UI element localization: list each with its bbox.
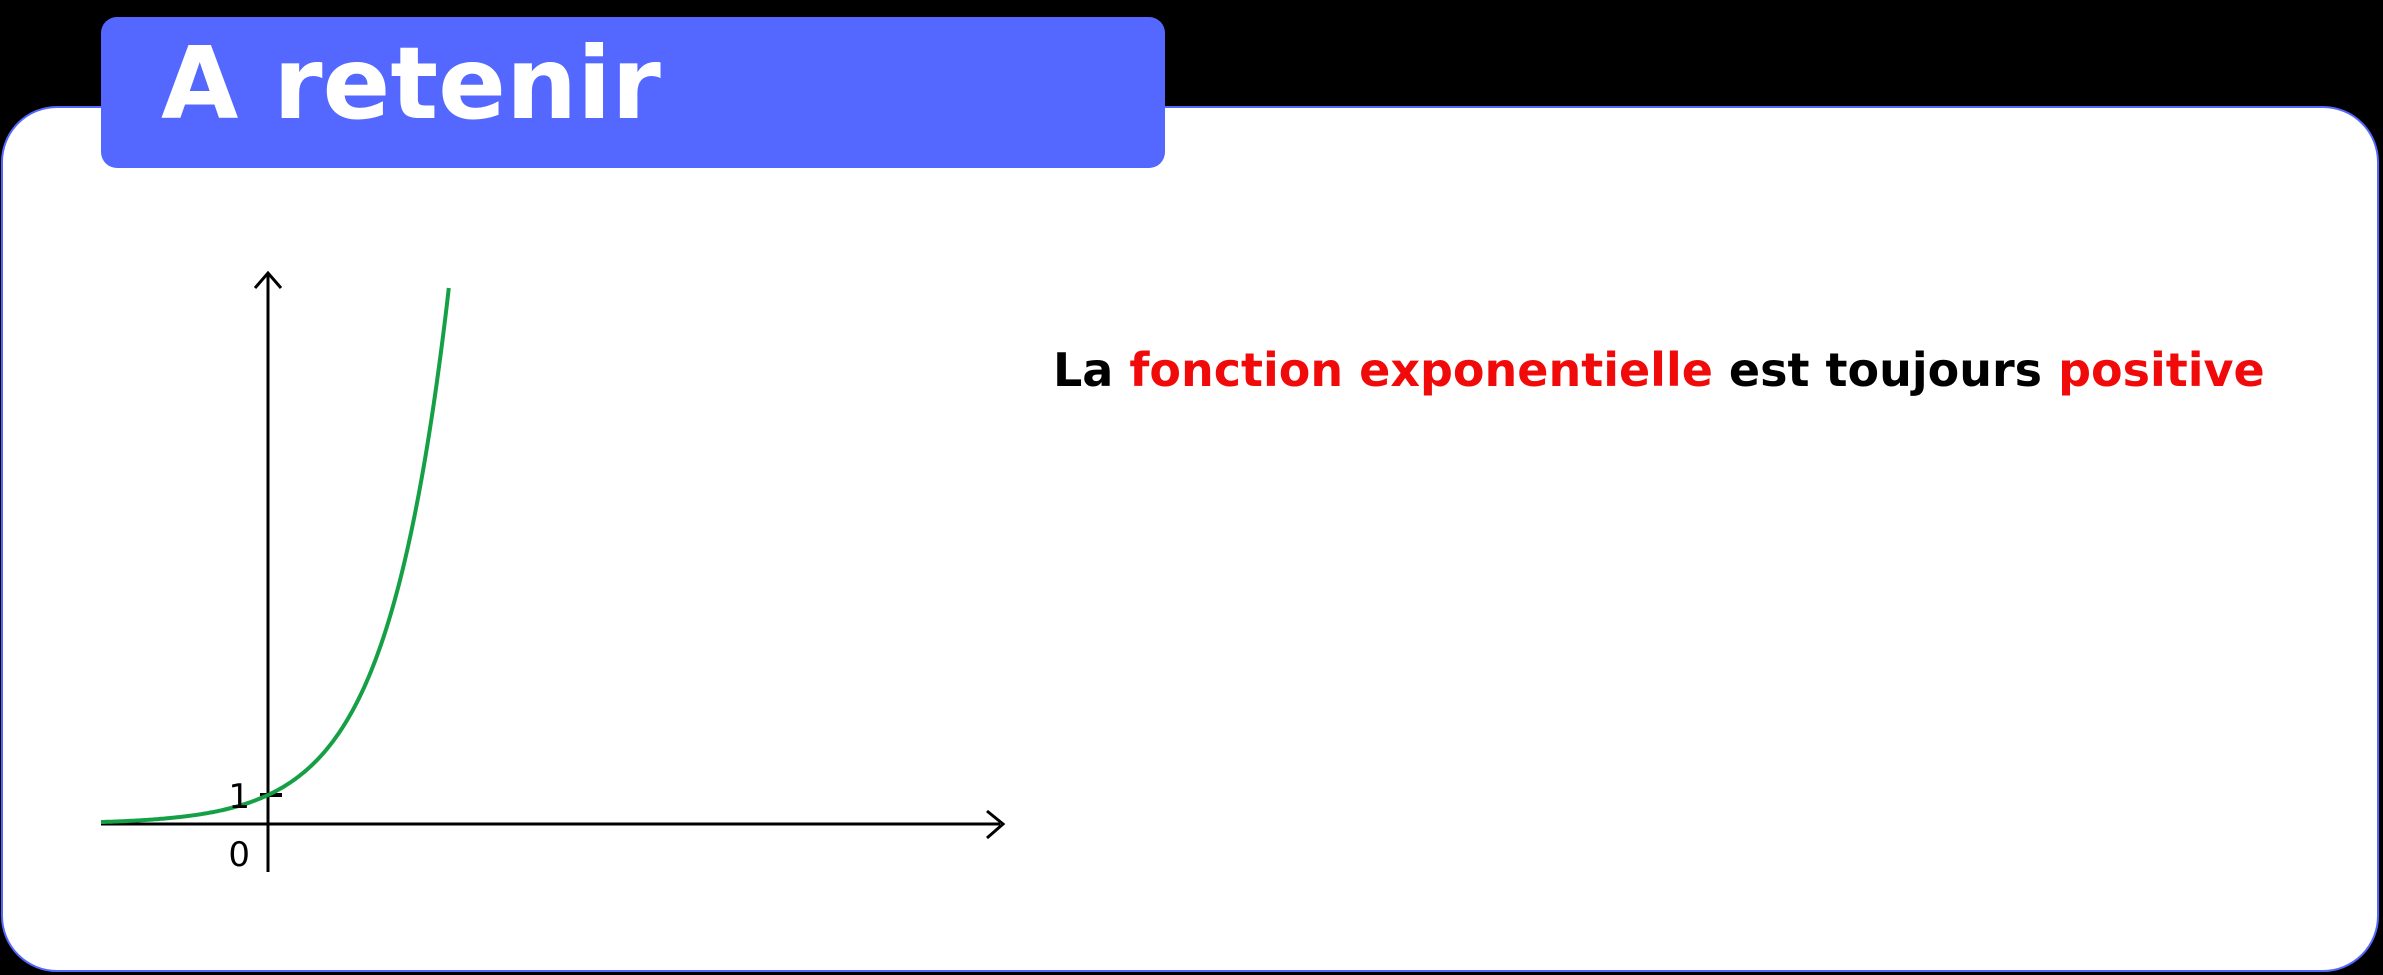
- statement-highlight-positive: positive: [2058, 343, 2265, 397]
- y-axis-arrow: [253, 270, 283, 289]
- x-axis-arrow: [986, 809, 1006, 840]
- statement-part-la: La: [1053, 343, 1130, 397]
- statement-part-always: est toujours: [1712, 343, 2059, 397]
- title-banner: A retenir: [101, 17, 1165, 168]
- page-title: A retenir: [161, 25, 661, 142]
- y-tick-label: 1: [228, 777, 250, 817]
- exponential-curve: [101, 287, 451, 824]
- statement-highlight-function: fonction exponentielle: [1129, 343, 1713, 397]
- origin-label: 0: [228, 835, 250, 875]
- content-card: [1, 106, 2379, 972]
- key-statement: La fonction exponentielle est toujours p…: [1053, 343, 2265, 398]
